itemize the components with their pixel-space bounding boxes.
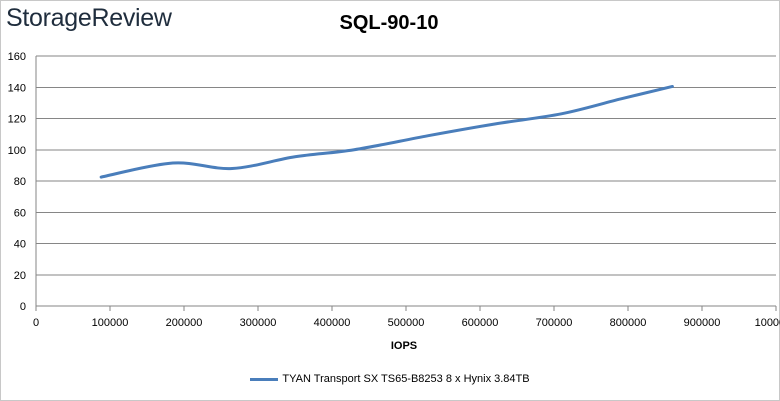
- y-tick-label: 0: [20, 301, 26, 313]
- legend: TYAN Transport SX TS65-B8253 8 x Hynix 3…: [0, 373, 780, 385]
- x-tick-label: 0: [33, 317, 39, 329]
- x-tick-label: 500000: [388, 317, 425, 329]
- y-tick-label: 140: [8, 82, 26, 94]
- x-tick-label: 800000: [610, 317, 647, 329]
- x-tick-label: 600000: [462, 317, 499, 329]
- series-line: [99, 84, 674, 179]
- y-tick-label: 120: [8, 114, 26, 126]
- x-tick-label: 700000: [536, 317, 573, 329]
- x-tick-label: 900000: [684, 317, 721, 329]
- y-tick-label: 60: [14, 207, 26, 219]
- x-tick-label: 100000: [92, 317, 129, 329]
- y-tick-label: 80: [14, 176, 26, 188]
- chart-title-wrap: SQL-90-10: [0, 12, 778, 35]
- y-tick-label: 40: [14, 239, 26, 251]
- x-tick-label: 300000: [240, 317, 277, 329]
- legend-label: TYAN Transport SX TS65-B8253 8 x Hynix 3…: [282, 373, 530, 386]
- storagereview-logo: StorageReview: [6, 4, 172, 32]
- x-tick-label: 200000: [166, 317, 203, 329]
- y-tick-label: 100: [8, 145, 26, 157]
- chart-title: SQL-90-10: [339, 12, 439, 34]
- x-tick-label: 400000: [314, 317, 351, 329]
- y-tick-label: 20: [14, 270, 26, 282]
- y-tick-label: 160: [8, 51, 26, 63]
- legend-swatch: [250, 377, 279, 381]
- x-axis-label: IOPS: [391, 340, 417, 352]
- x-tick-label: 1000000: [755, 317, 780, 329]
